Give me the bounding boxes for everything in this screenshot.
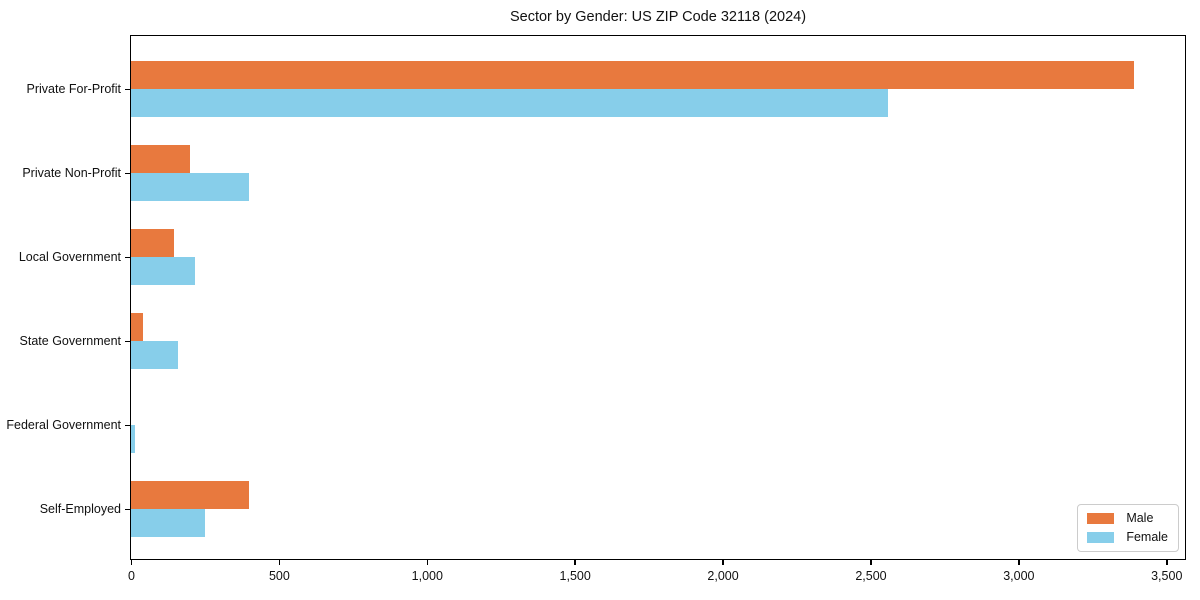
x-tick-mark [574,560,576,565]
bar-male-private-for-profit [131,61,1134,89]
x-tick-mark [130,560,133,565]
x-tick-mark [870,560,872,565]
y-tick-mark [125,424,130,427]
y-tick-mark [125,340,130,343]
legend-label-male: Male [1126,511,1154,525]
x-tick-label-3000: 3,000 [1003,569,1035,583]
legend-label-female: Female [1126,530,1168,544]
y-tick-label-state-government: State Government [19,334,121,348]
y-tick-label-federal-government: Federal Government [6,418,121,432]
bar-female-private-for-profit [131,89,889,117]
plot-area: Male Female [130,35,1186,560]
bar-female-private-non-profit [131,173,250,201]
bar-female-state-government [131,341,179,369]
x-tick-label-1000: 1,000 [411,569,443,583]
legend-entry-female: Female [1087,531,1168,544]
bar-female-self-employed [131,509,205,537]
x-tick-mark [426,560,429,565]
x-tick-label-2000: 2,000 [707,569,739,583]
bar-male-private-non-profit [131,145,191,173]
bar-male-state-government [131,313,143,341]
y-tick-mark [125,88,130,91]
x-tick-label-3500: 3,500 [1151,569,1183,583]
legend: Male Female [1077,504,1179,552]
bar-male-local-government [131,229,174,257]
y-tick-label-self-employed: Self-Employed [39,502,121,516]
y-tick-label-private-for-profit: Private For-Profit [26,82,121,96]
x-tick-mark [722,560,724,565]
y-tick-mark [125,508,130,511]
bar-female-federal-government [131,425,136,453]
x-tick-label-500: 500 [268,569,290,583]
legend-swatch-male [1087,513,1115,524]
chart-title: Sector by Gender: US ZIP Code 32118 (202… [509,9,807,25]
x-tick-mark [1166,560,1168,565]
y-tick-mark [125,172,130,175]
x-tick-label-1500: 1,500 [559,569,591,583]
x-tick-mark [278,560,281,565]
bar-male-self-employed [131,481,250,509]
legend-entry-male: Male [1087,512,1168,525]
legend-swatch-female [1087,532,1115,543]
x-tick-mark [1018,560,1020,565]
y-tick-mark [125,256,130,259]
y-tick-label-private-non-profit: Private Non-Profit [22,166,121,180]
y-tick-label-local-government: Local Government [18,250,121,264]
x-tick-label-0: 0 [128,569,135,583]
bar-female-local-government [131,257,195,285]
x-tick-label-2500: 2,500 [855,569,887,583]
